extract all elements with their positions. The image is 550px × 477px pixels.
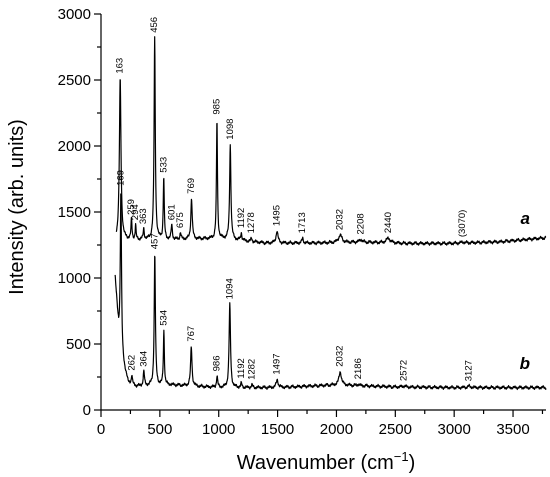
x-tick-label: 500 [147,421,172,438]
peak-label-b-13: 2572 [398,360,409,381]
peak-label-a-2: 294 [130,204,141,220]
peak-label-a-17: 2440 [383,212,394,233]
peak-label-a-10: 1098 [225,119,236,140]
peak-label-a-15: 2032 [335,209,346,230]
peak-label-b-3: 457 [149,233,160,249]
x-axis-title-superscript: −1 [394,449,409,464]
y-tick-label: 1000 [58,270,91,287]
x-tick-label: 1000 [202,421,235,438]
peak-label-a-13: 1495 [272,205,283,226]
peak-label-a-5: 533 [158,157,169,173]
peak-label-b-7: 1094 [224,278,235,299]
peak-label-b-0: 169 [115,170,126,186]
spectrum-a-line [115,36,547,246]
x-tick-label: 2500 [379,421,412,438]
peak-label-a-16: 2208 [355,213,366,234]
y-tick-label: 3000 [58,6,91,23]
peak-label-b-6: 986 [212,355,223,371]
peak-label-a-14: 1713 [297,212,308,233]
plot-area [114,36,547,391]
y-tick-label: 1500 [58,204,91,221]
peak-label-a-8: 769 [186,178,197,194]
peak-label-a-11: 1192 [236,208,247,228]
peak-label-a-9: 985 [211,99,222,115]
peak-label-a-12: 1278 [246,212,257,233]
series-label-b: b [520,354,530,373]
y-tick-label: 2000 [58,138,91,155]
peak-label-b-10: 1497 [272,353,283,374]
x-tick-label: 3000 [437,421,470,438]
peak-label-b-2: 364 [138,351,149,367]
peak-label-b-11: 2032 [335,346,346,367]
x-axis-title-end: ) [409,452,416,474]
peak-label-a-1: 259 [126,199,137,215]
peak-label-a-6: 601 [166,204,177,220]
spectrum-b-line [114,193,547,391]
peak-label-b-12: 2186 [353,358,364,379]
peak-label-a-3: 363 [138,208,149,224]
x-tick-label: 0 [97,421,105,438]
peak-label-b-1: 262 [126,355,137,371]
peak-label-a-0: 163 [115,58,126,74]
x-tick-label: 2000 [320,421,353,438]
y-tick-label: 0 [83,402,91,419]
y-tick-label: 2500 [58,72,91,89]
peak-label-a-18: (3070) [457,210,468,237]
peak-label-b-9: 1282 [246,359,257,380]
x-axis-title-main: Wavenumber (cm [237,452,394,474]
series-label-a: a [521,209,530,228]
peak-label-b-4: 534 [158,310,169,326]
peak-label-b-14: 3127 [464,360,475,381]
x-axis-title: Wavenumber (cm−1) [237,449,416,474]
x-tick-label: 3500 [496,421,529,438]
peak-label-a-4: 456 [149,17,160,33]
peak-label-a-7: 675 [175,212,186,228]
peak-label-b-8: 1192 [236,358,247,378]
y-tick-label: 500 [66,336,91,353]
axes: 0 500 1000 1500 2000 2500 3000 3500 0 500 1000 1500… [58,6,546,438]
peak-label-b-5: 767 [186,326,197,342]
y-axis-title: Intensity (arb. units) [6,119,28,295]
x-tick-label: 1500 [261,421,294,438]
